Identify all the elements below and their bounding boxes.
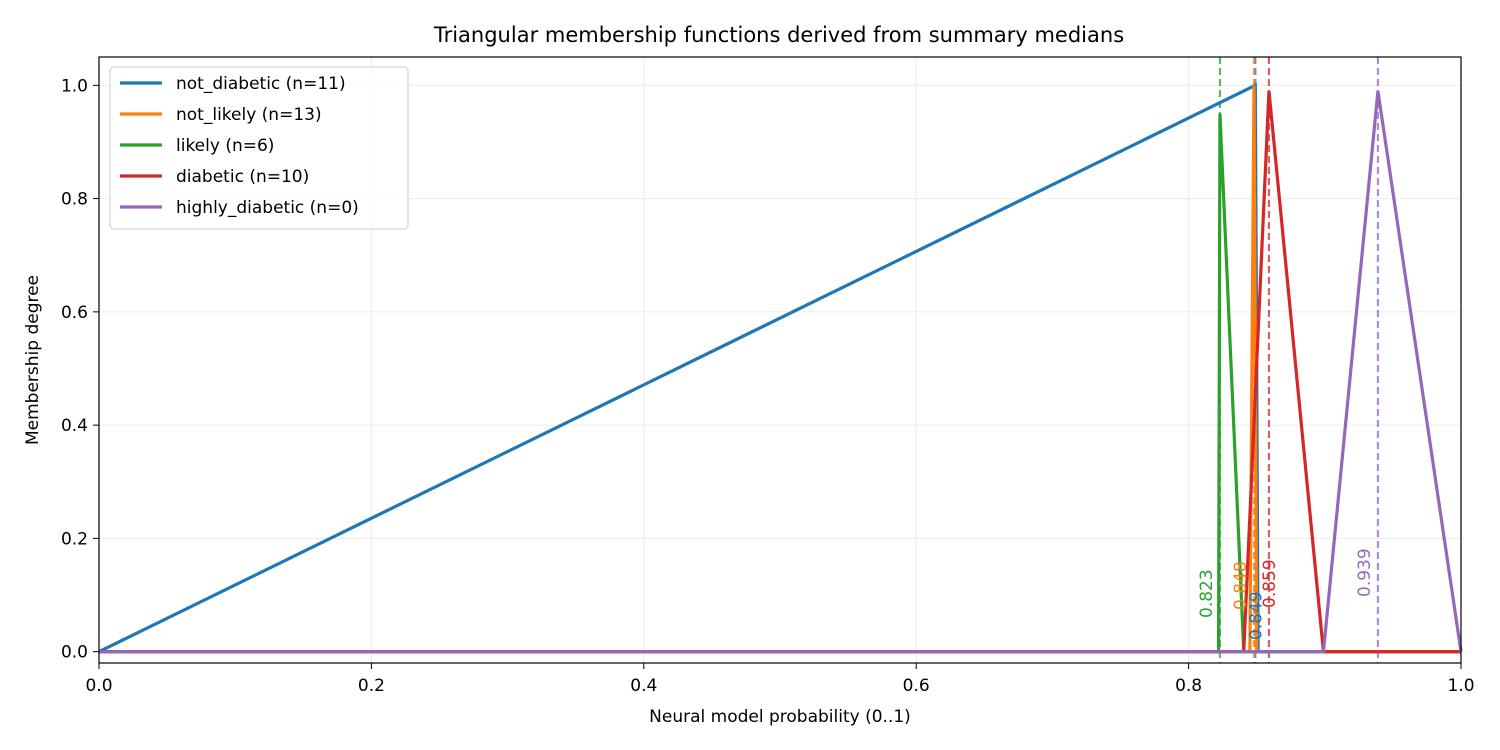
y-tick-label: 1.0 (61, 76, 88, 96)
y-tick-label: 0.0 (61, 643, 88, 663)
x-axis-title: Neural model probability (0..1) (649, 707, 911, 727)
x-tick-label: 1.0 (1447, 676, 1474, 696)
legend-label: not_diabetic (n=11) (176, 74, 346, 94)
y-tick-label: 0.4 (61, 416, 88, 436)
legend: not_diabetic (n=11) not_likely (n=13) like… (109, 66, 409, 230)
plot-frame (98, 56, 1462, 664)
median-value-label: 0.849 (1246, 591, 1266, 640)
median-value-label: 0.859 (1260, 559, 1280, 608)
y-axis-title: Membership degree (23, 275, 43, 445)
x-tick-label: 0.0 (85, 676, 112, 696)
y-tick-label: 0.8 (61, 190, 88, 210)
legend-label: not_likely (n=13) (176, 105, 322, 125)
y-tick-label: 0.6 (61, 303, 88, 323)
legend-box (109, 66, 409, 230)
legend-label: likely (n=6) (176, 136, 274, 156)
chart-title: Triangular membership functions derived … (433, 23, 1124, 47)
legend-label: diabetic (n=10) (176, 167, 309, 187)
y-tick-label: 0.2 (61, 529, 88, 549)
x-tick-label: 0.2 (358, 676, 385, 696)
series-line (99, 90, 1463, 654)
median-value-label: 0.848 (1231, 561, 1251, 610)
axis-ticks: 0.0 0.2 0.4 0.6 0.8 1.0 0.0 0.2 0.4 0.6 0.8 1.0 (61, 76, 1475, 696)
x-tick-label: 0.6 (903, 676, 930, 696)
median-value-label: 0.823 (1197, 569, 1217, 618)
x-tick-label: 0.4 (630, 676, 657, 696)
legend-label: highly_diabetic (n=0) (176, 198, 359, 218)
x-tick-label: 0.8 (1175, 676, 1202, 696)
series-lines (98, 82, 1463, 654)
median-value-label: 0.939 (1355, 548, 1375, 597)
